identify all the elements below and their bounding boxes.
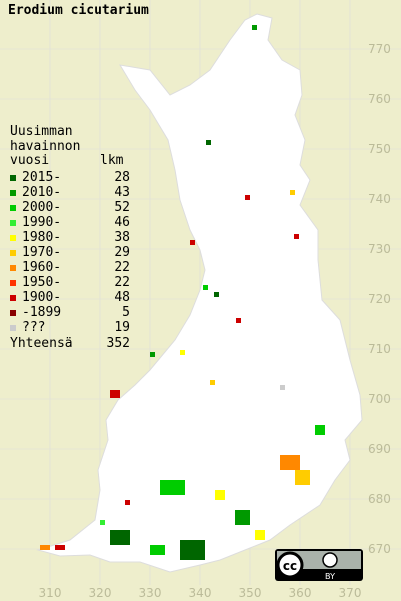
legend: 2015- 28 2010- 43 2000- 52 1990- 46 1980- 38 1970-… <box>10 170 130 335</box>
dot <box>125 500 130 505</box>
northing-label: 730 <box>368 242 391 256</box>
legend-label: 1900- <box>22 290 61 305</box>
legend-total: 352 <box>107 336 130 351</box>
dot <box>190 240 195 245</box>
dot <box>255 530 265 540</box>
easting-label: 330 <box>139 586 162 600</box>
legend-swatch <box>10 205 16 211</box>
dot <box>294 234 299 239</box>
legend-swatch <box>10 220 16 226</box>
dot <box>40 545 50 550</box>
legend-swatch <box>10 325 16 331</box>
dot <box>110 390 120 398</box>
dot <box>235 510 250 525</box>
dot <box>245 195 250 200</box>
legend-count: 28 <box>114 170 130 185</box>
by-icon <box>322 552 338 568</box>
legend-swatch <box>10 250 16 256</box>
dot <box>236 318 241 323</box>
map-title: Erodium cicutarium <box>8 3 149 18</box>
cc-text: cc <box>283 559 297 573</box>
dot <box>180 540 205 560</box>
legend-count: 46 <box>114 215 130 230</box>
easting-label: 340 <box>189 586 212 600</box>
observation-dots <box>40 25 325 560</box>
northing-label: 750 <box>368 142 391 156</box>
legend-swatch <box>10 175 16 181</box>
legend-column: lkm <box>100 153 124 168</box>
dot <box>214 292 219 297</box>
legend-heading: Uusimman <box>10 124 73 139</box>
dot <box>315 425 325 435</box>
legend-count: 38 <box>114 230 130 245</box>
legend-count: 22 <box>114 275 130 290</box>
legend-label: 2000- <box>22 200 61 215</box>
legend-count: 19 <box>114 320 130 335</box>
legend-swatch <box>10 310 16 316</box>
dot <box>280 455 300 470</box>
legend-label: 1970- <box>22 245 61 260</box>
dot <box>206 140 211 145</box>
northing-label: 720 <box>368 292 391 306</box>
northing-label: 670 <box>368 542 391 556</box>
legend-swatch <box>10 235 16 241</box>
dot <box>280 385 285 390</box>
dot <box>210 380 215 385</box>
dot <box>295 470 310 485</box>
easting-label: 320 <box>89 586 112 600</box>
northing-label: 680 <box>368 492 391 506</box>
dot <box>150 545 165 555</box>
dot <box>215 490 225 500</box>
dot <box>110 530 130 545</box>
legend-label: 1980- <box>22 230 61 245</box>
legend-label: -1899 <box>22 305 61 320</box>
northing-label: 740 <box>368 192 391 206</box>
legend-total-label: Yhteensä <box>10 336 73 351</box>
by-text: BY <box>325 572 335 581</box>
license-badge: cc BY <box>275 549 363 581</box>
easting-label: 310 <box>39 586 62 600</box>
dot <box>180 350 185 355</box>
dot <box>160 480 185 495</box>
easting-label: 360 <box>289 586 312 600</box>
legend-label: 1950- <box>22 275 61 290</box>
legend-count: 48 <box>114 290 130 305</box>
legend-swatch <box>10 295 16 301</box>
northing-label: 690 <box>368 442 391 456</box>
cc-icon <box>276 551 304 579</box>
legend-label: 1990- <box>22 215 61 230</box>
easting-label: 350 <box>239 586 262 600</box>
legend-heading: havainnon <box>10 139 80 154</box>
legend-count: 29 <box>114 245 130 260</box>
easting-label: 370 <box>339 586 362 600</box>
legend-label: 1960- <box>22 260 61 275</box>
northing-label: 770 <box>368 42 391 56</box>
legend-count: 43 <box>114 185 130 200</box>
dot <box>203 285 208 290</box>
dot <box>290 190 295 195</box>
dot <box>100 520 105 525</box>
country-outline <box>36 13 363 573</box>
legend-swatch <box>10 265 16 271</box>
legend-swatch <box>10 280 16 286</box>
legend-label: 2010- <box>22 185 61 200</box>
dot <box>252 25 257 30</box>
legend-count: 5 <box>122 305 130 320</box>
northing-label: 710 <box>368 342 391 356</box>
northing-label: 700 <box>368 392 391 406</box>
legend-label: 2015- <box>22 170 61 185</box>
legend-label: ??? <box>22 320 45 335</box>
legend-column: vuosi <box>10 153 49 168</box>
dot <box>150 352 155 357</box>
northing-label: 760 <box>368 92 391 106</box>
legend-count: 22 <box>114 260 130 275</box>
dot <box>55 545 65 550</box>
legend-count: 52 <box>114 200 130 215</box>
legend-swatch <box>10 190 16 196</box>
